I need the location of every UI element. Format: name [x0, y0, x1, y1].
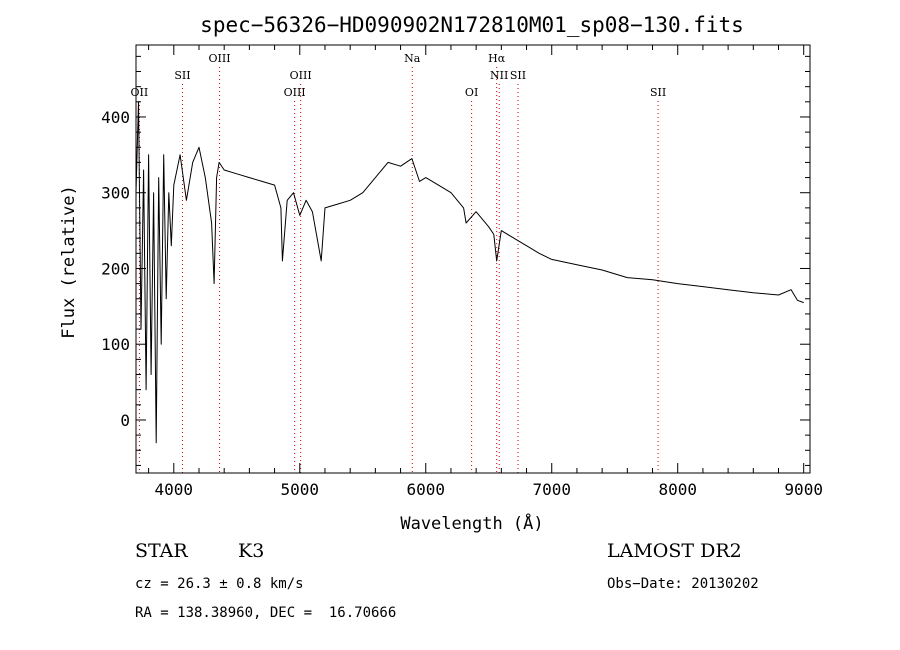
spectrum-flux-line	[135, 101, 804, 444]
y-tick-label: 400	[101, 108, 130, 127]
plot-area-border	[135, 44, 811, 474]
object-subclass: K3	[238, 540, 265, 562]
emission-line-label: NII	[490, 69, 508, 82]
x-tick-label: 6000	[406, 480, 445, 499]
emission-line-label: Na	[404, 52, 421, 65]
ra-dec-coordinates: RA = 138.38960, DEC = 16.70666	[135, 605, 397, 621]
redshift-cz: cz = 26.3 ± 0.8 km/s	[135, 576, 304, 592]
chart-title: spec−56326−HD090902N172810M01_sp08−130.f…	[200, 13, 744, 37]
plot-frame	[135, 44, 811, 474]
y-tick-label: 100	[101, 335, 130, 354]
observation-date: Obs−Date: 20130202	[607, 576, 759, 592]
x-tick-label: 5000	[281, 480, 320, 499]
emission-line-label: SII	[510, 69, 526, 82]
y-axis-label: Flux (relative)	[59, 185, 79, 339]
y-tick-label: 300	[101, 184, 130, 203]
object-class: STAR	[135, 540, 188, 562]
emission-line-label: OII	[131, 86, 149, 99]
emission-line-label: SII	[174, 69, 190, 82]
emission-line-label: OIII	[284, 86, 306, 99]
y-tick-label: 0	[120, 411, 130, 430]
y-tick-label: 200	[101, 259, 130, 278]
x-tick-label: 7000	[532, 480, 571, 499]
emission-line-label: SII	[650, 86, 666, 99]
emission-line-label: OI	[465, 86, 478, 99]
emission-line-label: OIII	[290, 69, 312, 82]
x-tick-label: 9000	[784, 480, 823, 499]
emission-line-label: Hα	[488, 52, 506, 65]
x-tick-label: 4000	[155, 480, 194, 499]
emission-line-label: OIII	[208, 52, 230, 65]
axis-ticks: 4000 5000 6000 7000 8000 9000 0 100 200 300 400	[101, 45, 823, 499]
x-tick-label: 8000	[658, 480, 697, 499]
series-layer	[135, 101, 804, 444]
x-axis-label: Wavelength (Å)	[400, 512, 543, 534]
survey-name: LAMOST DR2	[607, 540, 742, 562]
